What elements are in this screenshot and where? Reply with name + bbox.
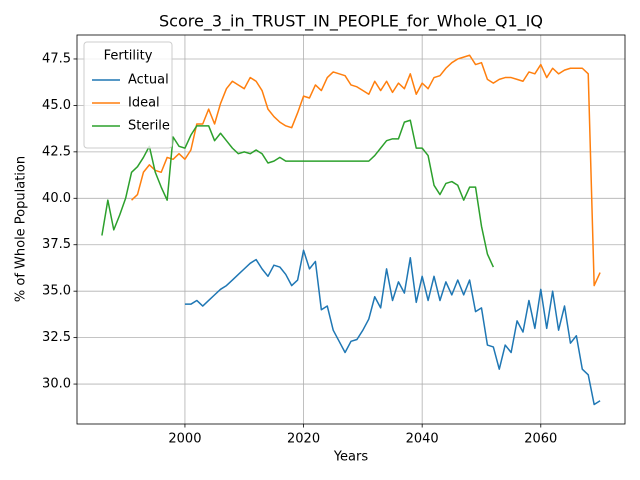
y-tick-label: 40.0 [42, 191, 71, 206]
chart-title: Score_3_in_TRUST_IN_PEOPLE_for_Whole_Q1_… [159, 12, 543, 32]
line-series [101, 119, 495, 268]
legend-box [83, 41, 173, 149]
y-tick-label: 42.5 [42, 144, 71, 159]
plot-frame [76, 34, 626, 425]
x-tick-label: 2060 [524, 432, 557, 447]
y-tick-label: 47.5 [42, 51, 71, 66]
x-tick-label: 2020 [287, 432, 320, 447]
x-tick-label: 2000 [168, 432, 201, 447]
y-tick-label: 45.0 [42, 98, 71, 113]
x-tick-label: 2040 [406, 432, 439, 447]
y-tick-label: 30.0 [42, 377, 71, 392]
legend-label: Ideal [128, 96, 160, 111]
legend-title: Fertility [104, 49, 153, 64]
y-tick-label: 32.5 [42, 330, 71, 345]
y-tick-label: 35.0 [42, 284, 71, 299]
line-series [184, 249, 601, 406]
y-axis-label: % of Whole Population [14, 156, 29, 302]
y-tick-label: 37.5 [42, 237, 71, 252]
x-axis-label: Years [333, 450, 369, 465]
legend-label: Actual [128, 73, 169, 88]
line-series [131, 54, 601, 287]
legend-label: Sterile [128, 119, 170, 134]
